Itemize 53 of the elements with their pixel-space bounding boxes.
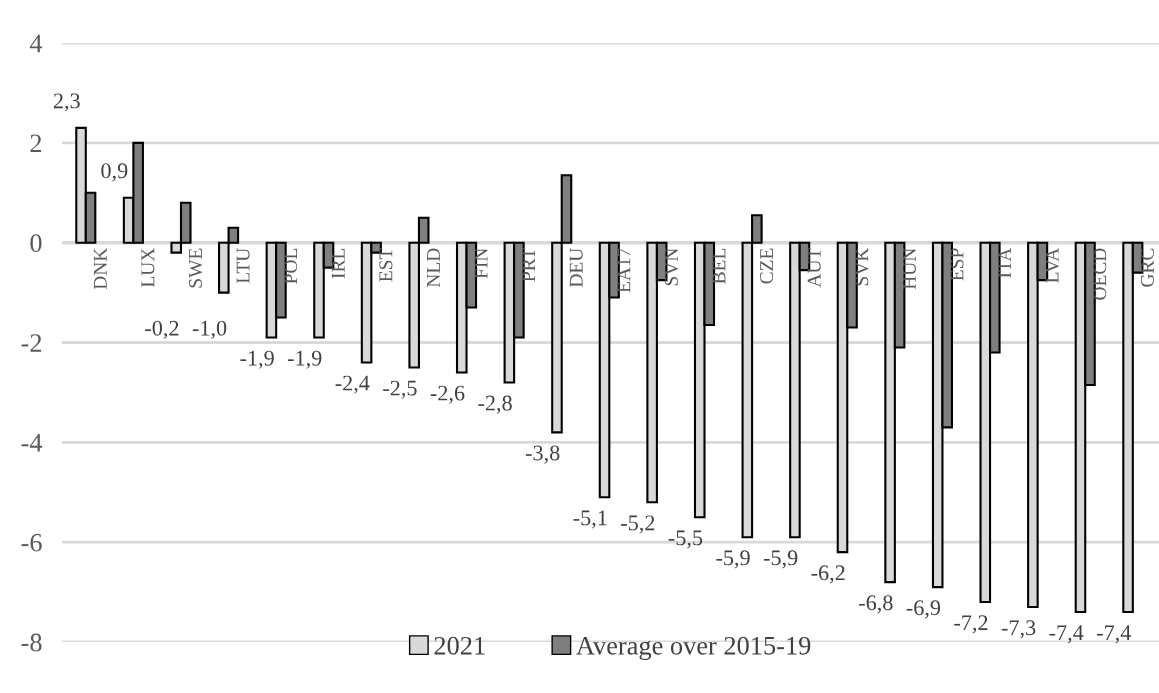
x-tick-label: GRC — [1140, 248, 1154, 287]
legend-label: Average over 2015-19 — [576, 636, 811, 661]
x-tick-label: FIN — [474, 248, 488, 279]
legend-label: 2021 — [434, 636, 485, 655]
data-label: -7,4 — [1097, 625, 1132, 644]
x-tick-label: CZE — [760, 248, 774, 284]
data-label: -6,9 — [906, 600, 941, 619]
x-tick-label: SVN — [664, 248, 679, 286]
data-label: -2,6 — [430, 385, 465, 404]
x-tick-label: ITA — [998, 247, 1011, 278]
x-tick-label: ESP — [950, 248, 964, 281]
x-tick-label: EA17 — [617, 248, 631, 293]
x-tick-label: POL — [284, 248, 298, 284]
x-tick-label: DEU — [569, 248, 583, 288]
x-tick-label: HUN — [902, 248, 916, 290]
data-label: 0,9 — [101, 163, 128, 182]
data-label: -6,8 — [859, 595, 893, 614]
y-tick-label: -2 — [21, 334, 42, 352]
x-tick-label: EST — [379, 247, 393, 282]
data-label: -7,2 — [954, 615, 988, 634]
x-tick-label: LTU — [236, 248, 250, 284]
y-tick-label: 2 — [30, 134, 42, 152]
data-label: -5,2 — [621, 515, 655, 534]
y-tick-label: -4 — [21, 434, 43, 452]
data-label: -5,9 — [716, 550, 750, 569]
x-tick-label: BEL — [712, 248, 726, 284]
x-tick-label: AUT — [807, 247, 821, 288]
x-tick-label: DNK — [93, 247, 107, 290]
x-tick-label: LUX — [141, 248, 155, 288]
x-tick-label: SWE — [188, 248, 203, 288]
data-label: -2,4 — [335, 375, 370, 394]
data-label: -1,9 — [287, 350, 322, 369]
y-tick-label: -6 — [21, 533, 42, 552]
data-label: -7,4 — [1049, 625, 1084, 644]
data-label: -0,2 — [145, 320, 179, 339]
y-tick-label: 4 — [29, 34, 43, 53]
data-label: -5,1 — [573, 510, 607, 529]
data-label: -1,9 — [240, 350, 274, 369]
data-label: -2,8 — [478, 395, 512, 414]
data-label: -3,8 — [525, 445, 560, 464]
data-label: -7,3 — [1001, 620, 1036, 639]
x-tick-label: IRL — [331, 248, 345, 279]
y-tick-label: -8 — [21, 633, 42, 652]
data-label: -5,5 — [668, 530, 703, 549]
data-label: -1,0 — [192, 320, 227, 339]
data-label: -5,9 — [763, 550, 798, 569]
data-label: -2,5 — [383, 380, 417, 399]
x-tick-label: LVA — [1045, 247, 1059, 283]
y-tick-label: 0 — [30, 234, 42, 253]
x-tick-label: PRT — [522, 247, 535, 282]
data-label: -6,2 — [811, 565, 845, 584]
x-tick-label: NLD — [427, 248, 440, 288]
data-label: 2,3 — [53, 93, 80, 112]
